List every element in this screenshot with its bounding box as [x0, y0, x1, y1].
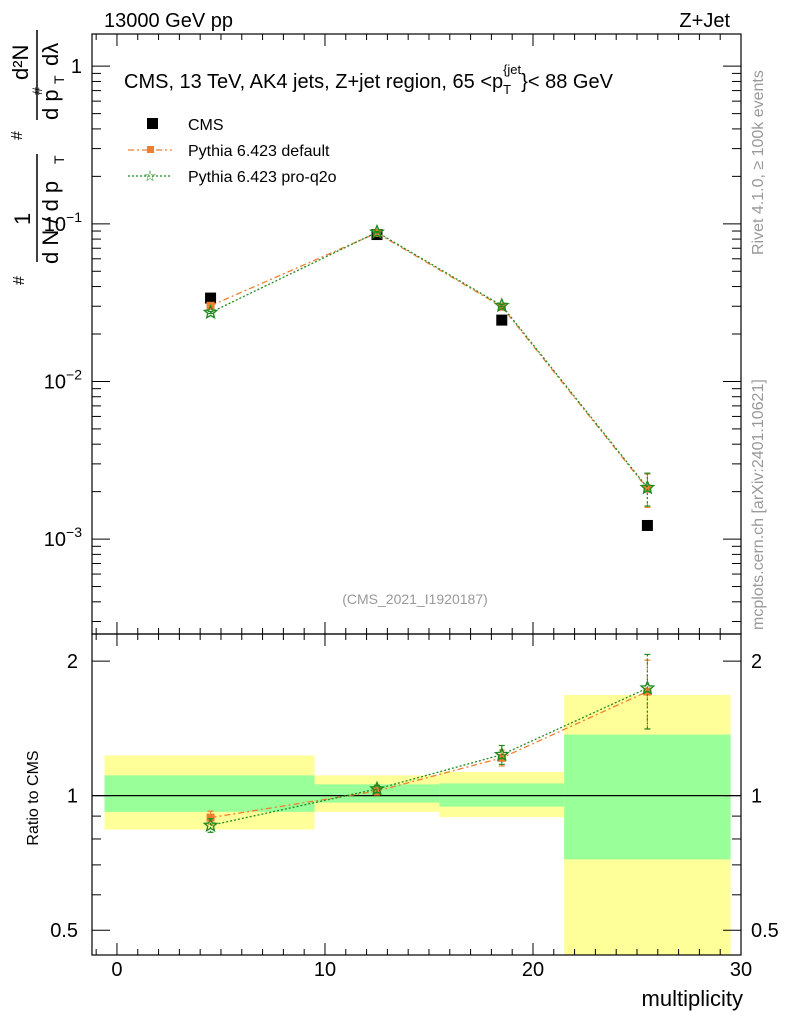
ylabel-one: 1	[10, 213, 35, 225]
ratio-y-tick-label-left: 1	[67, 786, 78, 808]
mcplots-label: mcplots.cern.ch [arXiv:2401.10621]	[750, 379, 767, 630]
tick-base: 10	[44, 371, 66, 393]
header-left-label: 13000 GeV pp	[104, 10, 233, 32]
legend-marker-cms	[147, 118, 158, 129]
x-tick-label: 20	[522, 959, 544, 981]
main-proq2o-point	[493, 297, 510, 313]
main-proq2o-point	[639, 479, 656, 495]
ratio-y-tick-label-left: 0.5	[50, 920, 78, 942]
ratio-band-inner-7	[564, 734, 731, 860]
tick-base: 10	[44, 529, 66, 551]
x-tick-label: 30	[730, 959, 752, 981]
legend-label-default: Pythia 6.423 default	[188, 143, 330, 160]
ylabel-T2: T	[51, 75, 67, 84]
ylabel-dl: dλ	[38, 43, 63, 66]
ratio-proq2o-line	[210, 687, 648, 827]
main-default-line	[210, 232, 648, 490]
x-tick-label: 10	[314, 959, 336, 981]
main-proq2o-point	[202, 304, 219, 320]
ratio-y-tick-label-left: 2	[67, 651, 78, 673]
main-title: CMS, 13 TeV, AK4 jets, Z+jet region, 65 …	[124, 62, 614, 97]
legend-label-cms: CMS	[188, 117, 224, 134]
ratio-proq2o-point	[369, 780, 385, 796]
main-ylabel: # 1 d N / d p T # d²N d p T dλ #	[8, 30, 67, 285]
ratio-y-tick-label-right: 2	[751, 651, 762, 673]
ylabel-hash1: #	[11, 276, 28, 285]
title-suffix: < 88 GeV	[528, 71, 614, 93]
legend-marker-default	[147, 146, 154, 153]
cms-data-point	[205, 292, 217, 304]
xlabel: multiplicity	[642, 986, 743, 1011]
ylabel-hash2: #	[9, 131, 26, 140]
header-right-label: Z+Jet	[679, 10, 730, 32]
ratio-proq2o-point	[202, 817, 219, 833]
cms-data-point	[496, 314, 508, 326]
title-sub: T	[503, 82, 511, 97]
legend-marker-proq2o: ☆	[143, 168, 156, 185]
ylabel-dp: d p	[38, 89, 63, 120]
ylabel-T: T	[51, 155, 67, 164]
ratio-default-line	[210, 690, 648, 819]
cms-data-point	[641, 519, 653, 531]
tick-exp: −2	[66, 366, 82, 382]
legend-label-proq2o: Pythia 6.423 pro-q2o	[188, 169, 337, 186]
main-y-tick-label: 10−1	[44, 209, 82, 236]
title-prefix: CMS, 13 TeV, AK4 jets, Z+jet region, 65 …	[124, 71, 503, 93]
tick-exp: −1	[66, 209, 82, 225]
ratio-band-inner-1	[104, 775, 315, 812]
legend: CMS Pythia 6.423 default ☆ Pythia 6.423 …	[128, 117, 337, 186]
x-tick-label: 0	[111, 959, 122, 981]
ylabel-hash3: #	[29, 87, 45, 95]
main-default-point	[643, 484, 652, 493]
main-proq2o-line	[210, 231, 648, 489]
title-mid: }	[521, 71, 528, 93]
ylabel-dN: d N / d p	[38, 181, 63, 264]
main-y-tick-label: 10−3	[44, 524, 82, 551]
ratio-ylabel: Ratio to CMS	[25, 750, 42, 845]
tick-base: 10	[44, 214, 66, 236]
ratio-band-inner-5	[439, 783, 565, 807]
ratio-frame	[91, 633, 742, 956]
rivet-label: Rivet 4.1.0, ≥ 100k events	[750, 70, 767, 255]
ratio-proq2o-point	[493, 746, 510, 762]
main-proq2o-point	[369, 223, 385, 239]
ratio-y-tick-label-right: 0.5	[751, 920, 779, 942]
main-y-tick-label: 10−2	[44, 366, 82, 393]
ratio-proq2o-point	[639, 679, 656, 695]
analysis-label: (CMS_2021_I1920187)	[342, 591, 488, 607]
ylabel-d2N: d²N	[8, 45, 33, 80]
tick-exp: −3	[66, 524, 82, 540]
ratio-y-tick-label-right: 1	[751, 786, 762, 808]
title-sup: {jet	[503, 62, 521, 77]
main-y-tick-label: 1	[71, 56, 82, 78]
